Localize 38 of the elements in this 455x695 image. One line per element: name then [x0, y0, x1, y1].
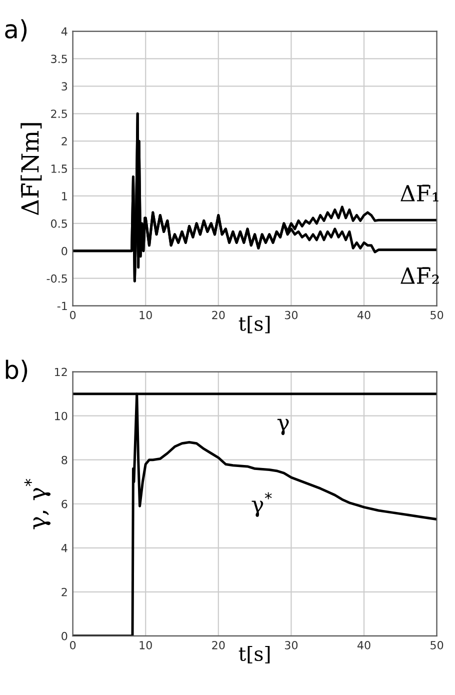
- y-tick-label: 2: [62, 137, 67, 146]
- y-tick-label: -0.5: [46, 274, 67, 283]
- y-axis-title: γ, γ$^{*}$: [24, 478, 51, 530]
- y-tick-label: 4: [61, 544, 68, 552]
- x-tick-label: 30: [284, 310, 298, 320]
- y-tick-label: 10: [55, 412, 68, 420]
- y-tick-label: 3.5: [51, 54, 67, 64]
- y-tick-label: 4: [61, 27, 68, 36]
- x-tick-label: 10: [140, 640, 152, 650]
- x-tick-label: 50: [430, 310, 444, 320]
- x-axis-title: t[s]: [238, 646, 270, 664]
- y-tick-label: 8: [62, 456, 68, 464]
- x-tick-label: 40: [357, 640, 370, 650]
- y-axis-title: ΔF̄[Nm]: [20, 123, 42, 216]
- chart-title: a): [5, 19, 27, 42]
- x-tick-label: 0: [70, 640, 76, 650]
- y-tick-label: 1: [62, 192, 67, 200]
- y-tick-label: 6: [62, 500, 68, 508]
- y-tick-label: 12: [55, 368, 67, 376]
- y-tick-label: 2.5: [51, 110, 67, 118]
- x-tick-label: 40: [357, 310, 370, 320]
- y-tick-label: 3: [62, 82, 68, 91]
- x-tick-label: 20: [212, 310, 225, 320]
- x-axis-title: t[s]: [238, 316, 270, 334]
- y-tick-label: 0.5: [51, 219, 67, 228]
- y-tick-label: 0: [62, 246, 68, 256]
- y-tick-label: 2: [62, 588, 67, 596]
- y-tick-label: 0: [62, 632, 68, 640]
- x-tick-label: 0: [70, 310, 76, 320]
- annotation: γ: [277, 418, 289, 436]
- x-tick-label: 30: [284, 640, 298, 650]
- annotation: γ$^{*}$: [252, 492, 272, 517]
- chart-title: b): [6, 360, 28, 382]
- y-tick-label: 1.5: [51, 164, 67, 173]
- y-tick-label: -1: [57, 302, 67, 310]
- x-tick-label: 50: [430, 640, 444, 650]
- x-tick-label: 10: [140, 310, 152, 320]
- x-tick-label: 20: [212, 640, 225, 650]
